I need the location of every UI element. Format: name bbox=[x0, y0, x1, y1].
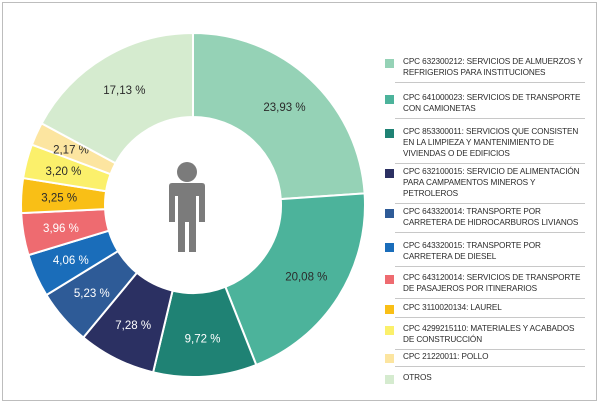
legend-divider bbox=[395, 317, 585, 318]
legend-divider bbox=[395, 266, 585, 267]
legend-divider bbox=[395, 232, 585, 233]
slice-label-cpc-853300011: 9,72 % bbox=[185, 334, 221, 346]
legend-label: CPC 4299215110: MATERIALES Y ACABADOS DE… bbox=[403, 324, 575, 344]
legend-label: CPC 632100015: SERVICIO DE ALIMENTACIÓN … bbox=[403, 167, 580, 198]
legend-label: CPC 643320015: TRANSPORTE POR CARRETERA … bbox=[403, 241, 541, 261]
legend-label: OTROS bbox=[403, 373, 432, 382]
legend-divider bbox=[395, 349, 585, 350]
legend-divider bbox=[395, 163, 585, 164]
legend-divider bbox=[395, 366, 585, 367]
slice-label-cpc-643320015: 4,06 % bbox=[53, 255, 89, 267]
slice-label-cpc-632300212: 23,93 % bbox=[263, 102, 305, 114]
legend-swatch bbox=[385, 129, 394, 138]
legend-swatch bbox=[385, 95, 394, 104]
legend-swatch bbox=[385, 169, 394, 178]
legend-swatch bbox=[385, 209, 394, 218]
slice-cpc-632300212 bbox=[192, 31, 366, 201]
legend-divider bbox=[395, 118, 585, 119]
legend-swatch bbox=[385, 243, 394, 252]
chart-frame bbox=[2, 2, 597, 401]
slice-label-cpc-21220011: 2,17 % bbox=[53, 145, 89, 157]
legend-swatch bbox=[385, 305, 394, 314]
slice-label-cpc-641000023: 20,08 % bbox=[285, 272, 327, 284]
legend-label: CPC 632300212: SERVICIOS DE ALMUERZOS Y … bbox=[403, 57, 583, 77]
legend-swatch bbox=[385, 59, 394, 68]
slice-label-cpc-643120014: 3,96 % bbox=[43, 223, 79, 235]
legend-divider bbox=[395, 82, 585, 83]
legend-label: CPC 641000023: SERVICIOS DE TRANSPORTE C… bbox=[403, 93, 581, 113]
legend-divider bbox=[395, 203, 585, 204]
slice-cpc-641000023 bbox=[224, 192, 366, 367]
legend-divider bbox=[395, 298, 585, 299]
legend-swatch bbox=[385, 326, 394, 335]
legend-label: CPC 3110020134: LAUREL bbox=[403, 303, 502, 312]
slice-label-cpc-3110020134: 3,25 % bbox=[41, 193, 77, 205]
legend-label: CPC 853300011: SERVICIOS QUE CONSISTEN E… bbox=[403, 127, 579, 158]
legend-swatch bbox=[385, 354, 394, 363]
legend-swatch bbox=[385, 375, 394, 384]
slice-otros bbox=[40, 31, 194, 165]
legend-label: CPC 643320014: TRANSPORTE POR CARRETERA … bbox=[403, 207, 579, 227]
slice-label-cpc-4299215110: 3,20 % bbox=[46, 166, 82, 178]
legend-swatch bbox=[385, 275, 394, 284]
person-icon bbox=[169, 162, 205, 252]
legend-label: CPC 21220011: POLLO bbox=[403, 352, 489, 361]
slice-label-cpc-632100015: 7,28 % bbox=[115, 320, 151, 332]
slice-label-cpc-643320014: 5,23 % bbox=[74, 288, 110, 300]
slice-label-otros: 17,13 % bbox=[103, 85, 145, 97]
legend-label: CPC 643120014: SERVICIOS DE TRANSPORTE D… bbox=[403, 273, 581, 293]
